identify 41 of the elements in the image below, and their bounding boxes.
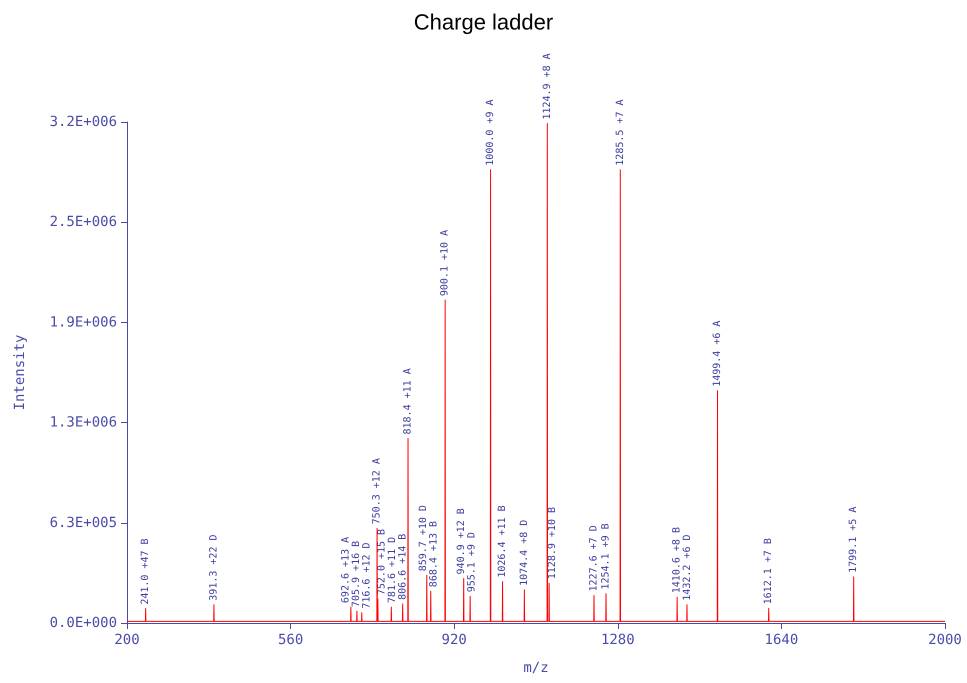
x-tick-label: 1640 bbox=[764, 632, 798, 648]
annotation: 692.6 +13 A bbox=[340, 536, 352, 604]
x-tick-label: 200 bbox=[114, 632, 140, 648]
annotation: 940.9 +12 B bbox=[456, 508, 468, 574]
annotation: 1074.4 +8 D bbox=[518, 520, 530, 586]
annotation: 1432.2 +6 D bbox=[682, 534, 693, 601]
annotation: 868.4 +13 B bbox=[428, 520, 440, 588]
annotation: 750.3 +12 A bbox=[372, 458, 383, 524]
annotation: 781.6 +11 D bbox=[387, 536, 398, 604]
annotation: 818.4 +11 A bbox=[402, 368, 414, 435]
chart-title: Charge ladder bbox=[414, 10, 554, 34]
annotation: 716.6 +12 D bbox=[362, 542, 373, 609]
annotation: 241.0 +47 B bbox=[140, 538, 152, 605]
annotation: 806.6 +14 B bbox=[398, 534, 409, 600]
annotation: 859.7 +10 D bbox=[418, 505, 429, 572]
annotation: 955.1 +9 D bbox=[466, 532, 478, 592]
y-axis-title: Intensity bbox=[12, 334, 28, 410]
annotation: 705.9 +16 B bbox=[350, 540, 362, 608]
annotation: 1026.4 +11 B bbox=[497, 505, 508, 578]
y-tick-label: 2.5E+006 bbox=[50, 214, 117, 230]
annotation: 1285.5 +7 A bbox=[614, 99, 626, 166]
annotation: 1612.1 +7 B bbox=[763, 538, 774, 604]
x-tick-label: 2000 bbox=[928, 632, 962, 648]
y-tick-label: 6.3E+005 bbox=[50, 514, 117, 531]
annotation: 1227.6 +7 D bbox=[588, 525, 600, 592]
x-tick-label: 920 bbox=[442, 632, 467, 648]
y-tick-label: 1.3E+006 bbox=[50, 414, 117, 431]
annotation: 1124.9 +8 A bbox=[542, 53, 553, 120]
annotation: 1799.1 +5 A bbox=[848, 506, 860, 573]
y-tick-label: 1.9E+006 bbox=[50, 314, 117, 330]
y-tick-label: 0.0E+000 bbox=[50, 615, 117, 631]
annotation: 1499.4 +6 A bbox=[712, 320, 724, 387]
annotation: 391.3 +22 D bbox=[208, 534, 220, 601]
y-tick-label: 3.2E+006 bbox=[50, 114, 117, 130]
x-tick-label: 560 bbox=[278, 632, 304, 648]
annotation: 900.1 +10 A bbox=[440, 230, 451, 296]
annotation: 1000.0 +9 A bbox=[485, 99, 496, 166]
annotation: 1254.1 +9 B bbox=[600, 523, 612, 590]
x-tick-label: 1280 bbox=[600, 632, 635, 648]
annotation: 1410.6 +8 B bbox=[671, 527, 682, 594]
x-axis-title: m/z bbox=[523, 660, 549, 676]
